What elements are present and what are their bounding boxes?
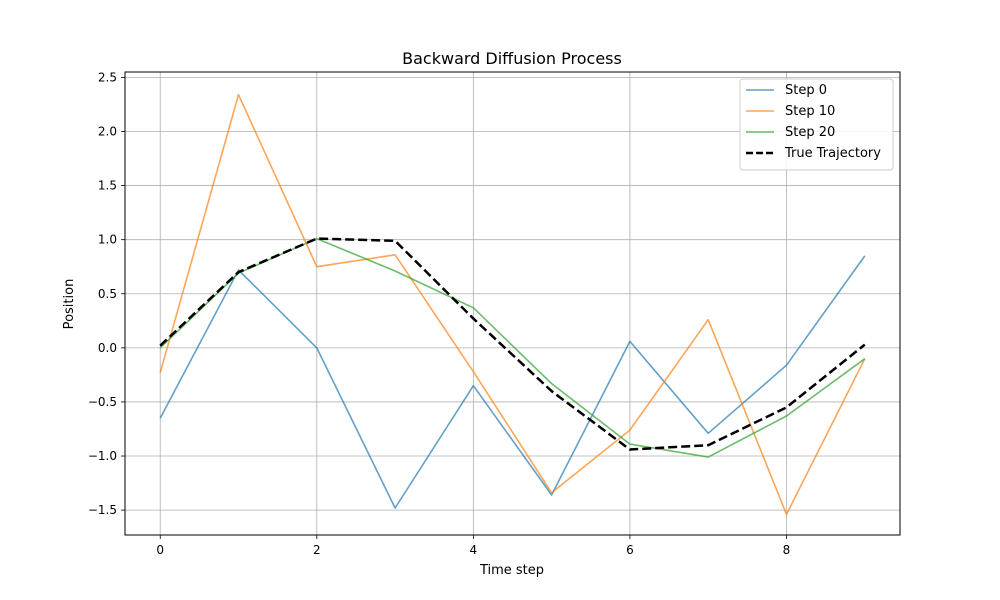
y-axis-ticks: −1.5 −1.0 −0.5 0.0 0.5 1.0 1.5 2.0 2.5 bbox=[88, 70, 125, 517]
x-tick-label: 8 bbox=[783, 543, 791, 557]
series-line-step-10 bbox=[159, 93, 866, 516]
x-axis-label: Time step bbox=[479, 563, 544, 578]
y-axis-label: Position bbox=[62, 279, 77, 330]
legend-label: Step 20 bbox=[785, 125, 835, 140]
legend-label: Step 0 bbox=[785, 83, 827, 98]
legend: Step 0 Step 10 Step 20 True Trajectory bbox=[739, 78, 894, 171]
y-tick-label: 2.5 bbox=[98, 70, 117, 84]
y-tick-label: 2.0 bbox=[98, 124, 117, 138]
y-tick-label: 1.5 bbox=[98, 179, 117, 193]
x-tick-label: 0 bbox=[156, 543, 164, 557]
x-tick-label: 4 bbox=[470, 543, 478, 557]
legend-label: True Trajectory bbox=[784, 146, 881, 161]
y-tick-label: −0.5 bbox=[88, 395, 117, 409]
legend-label: Step 10 bbox=[785, 104, 835, 119]
x-axis-ticks: 0 2 4 6 8 bbox=[156, 535, 790, 557]
series-line-true-trajectory bbox=[159, 237, 866, 451]
y-tick-label: 0.0 bbox=[98, 341, 117, 355]
x-tick-label: 2 bbox=[313, 543, 321, 557]
x-tick-label: 6 bbox=[626, 543, 634, 557]
y-tick-label: 1.0 bbox=[98, 233, 117, 247]
y-tick-label: 0.5 bbox=[98, 287, 117, 301]
chart-title: Backward Diffusion Process bbox=[402, 49, 622, 68]
legend-box bbox=[739, 78, 894, 171]
series-layer bbox=[159, 93, 866, 516]
plot-frame bbox=[124, 71, 901, 536]
y-tick-label: −1.5 bbox=[88, 503, 117, 517]
series-line-step-0 bbox=[159, 255, 866, 509]
y-tick-label: −1.0 bbox=[88, 449, 117, 463]
